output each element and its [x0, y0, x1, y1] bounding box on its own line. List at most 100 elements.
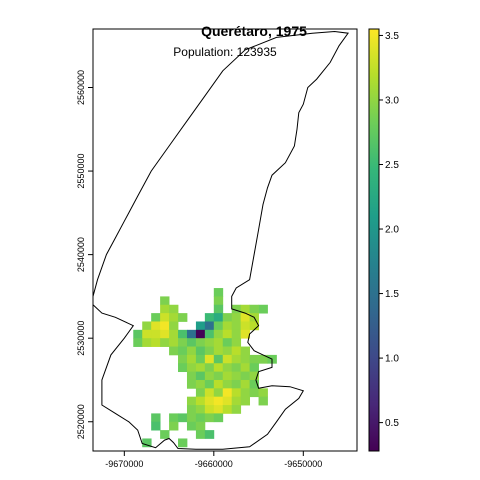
raster-cell — [213, 396, 224, 406]
raster-cell — [240, 388, 251, 398]
raster-cell — [186, 346, 197, 356]
raster-cell — [142, 329, 152, 339]
raster-cell — [186, 379, 197, 389]
raster-cell — [195, 388, 206, 398]
raster-cell — [231, 329, 242, 339]
raster-cell — [231, 313, 242, 322]
raster-cell — [222, 329, 233, 339]
x-tick-label: -9660000 — [195, 459, 233, 469]
raster-cell — [169, 304, 179, 314]
raster-cell — [204, 313, 215, 322]
raster-cell — [249, 363, 259, 373]
raster-cell — [204, 363, 215, 373]
raster-cell — [151, 313, 161, 322]
raster-cell — [151, 413, 161, 423]
raster-cell — [142, 321, 152, 331]
raster-cell — [249, 371, 259, 381]
raster-cell — [258, 354, 268, 364]
raster-cell — [231, 346, 242, 356]
raster-cell — [204, 405, 215, 414]
raster-cell — [222, 313, 233, 322]
raster-cell — [178, 313, 188, 322]
raster-cell — [169, 321, 179, 331]
raster-cell — [213, 338, 224, 347]
raster-cell — [204, 346, 215, 356]
y-tick-label: 2560000 — [76, 70, 86, 105]
raster-cell — [213, 304, 224, 314]
raster-cell — [231, 338, 242, 347]
raster-cell — [195, 354, 206, 364]
colorbar-tick-label: 2.0 — [385, 225, 399, 236]
raster-cell — [160, 430, 170, 439]
raster-cell — [240, 304, 251, 314]
raster-cell — [160, 304, 170, 314]
raster-cell — [213, 329, 224, 339]
raster-cell — [169, 413, 179, 423]
raster-cell — [213, 354, 224, 364]
raster-cell — [195, 346, 206, 356]
x-axis: -9670000 -9660000 -9650000 — [105, 451, 322, 469]
raster-cell — [133, 329, 143, 339]
raster-cell — [195, 421, 206, 431]
raster-cell — [222, 354, 233, 364]
raster-cell — [204, 430, 215, 439]
plot-frame — [92, 28, 358, 452]
raster-cell — [204, 379, 215, 389]
raster-cell — [222, 363, 233, 373]
raster-cell — [195, 321, 206, 331]
raster-cell — [240, 379, 251, 389]
y-tick-label: 2520000 — [76, 404, 86, 439]
raster-cell — [151, 338, 161, 347]
colorbar — [368, 28, 380, 452]
raster-cell — [142, 338, 152, 347]
raster-cell — [151, 321, 161, 331]
raster-cell — [222, 388, 233, 398]
raster-cell — [204, 388, 215, 398]
x-tick-label: -9670000 — [105, 459, 143, 469]
raster-cell — [213, 413, 224, 423]
raster-cell — [133, 338, 143, 347]
raster-cell — [240, 396, 251, 406]
raster-cell — [169, 338, 179, 347]
raster-cell — [249, 354, 259, 364]
raster-cell — [151, 421, 161, 431]
raster-cell — [178, 354, 188, 364]
raster-cell — [213, 379, 224, 389]
raster-cell — [195, 396, 206, 406]
raster-cell — [231, 405, 242, 414]
raster-cell — [178, 346, 188, 356]
colorbar-tick-label: 3.0 — [385, 95, 399, 106]
raster-cell — [186, 421, 197, 431]
raster-cell — [204, 354, 215, 364]
raster-cell — [169, 346, 179, 356]
raster-cell — [204, 396, 215, 406]
raster-cell — [178, 438, 188, 448]
raster-cell — [213, 288, 224, 297]
y-axis: 2520000 2530000 2540000 2550000 2560000 — [76, 70, 93, 439]
raster-cell — [249, 321, 259, 331]
raster-cell — [222, 379, 233, 389]
raster-cell — [160, 313, 170, 322]
raster-cell — [231, 396, 242, 406]
raster-cell — [240, 329, 251, 339]
raster-cell — [258, 396, 268, 406]
raster-cell — [178, 329, 188, 339]
raster-cell — [222, 396, 233, 406]
raster-cell — [169, 421, 179, 431]
raster-cell — [258, 304, 268, 314]
raster-cell — [151, 329, 161, 339]
raster-cell — [240, 321, 251, 331]
raster-cell — [240, 363, 251, 373]
x-tick-label: -9650000 — [284, 459, 322, 469]
raster-cell — [195, 338, 206, 347]
colorbar-tick-label: 3.5 — [385, 31, 399, 42]
raster-cell — [231, 363, 242, 373]
raster-cell — [222, 321, 233, 331]
raster-cell — [169, 313, 179, 322]
raster-cell — [195, 405, 206, 414]
raster-cell — [240, 313, 251, 322]
chart-title: Querétaro, 1975 — [201, 23, 307, 39]
raster-cell — [249, 379, 259, 389]
chart-subtitle: Population: 123935 — [173, 45, 277, 59]
